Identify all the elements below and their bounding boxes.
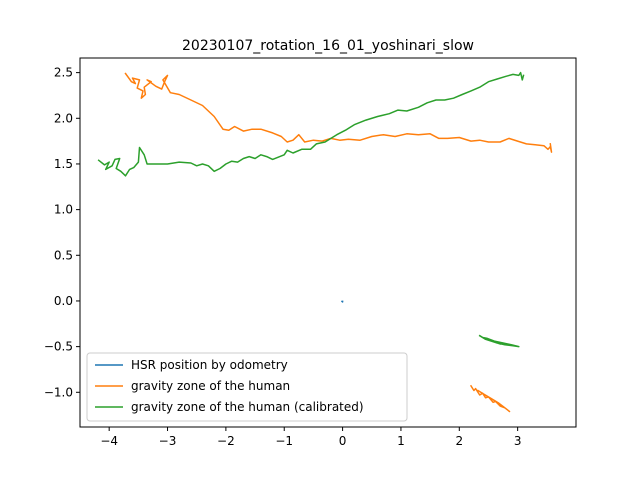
chart-title: 20230107_rotation_16_01_yoshinari_slow [182,38,474,54]
x-tick-label: 3 [514,434,522,448]
x-tick-label: −2 [217,434,235,448]
series-line-1-1 [469,384,511,413]
x-tick-label: −4 [100,434,118,448]
legend-box [86,352,408,422]
y-tick-label: 1.0 [54,203,73,217]
legend-label-2: gravity zone of the human (calibrated) [131,400,364,414]
legend-label-1: gravity zone of the human [131,379,290,393]
x-tick-label: −3 [159,434,177,448]
x-tick-label: 1 [397,434,405,448]
x-tick-label: 2 [455,434,463,448]
y-tick-label: 1.5 [54,157,73,171]
axes-frame [79,57,577,428]
y-axis: −1.0 −0.5 0.0 0.5 1.0 1.5 2.0 2.5 [44,66,80,399]
series-line-1-0 [124,72,553,153]
y-tick-label: 2.0 [54,111,73,125]
plot-area [97,71,553,413]
series-line-0-0 [340,300,344,303]
y-tick-label: 2.5 [54,66,73,80]
y-tick-label: 0.5 [54,248,73,262]
x-tick-label: −1 [275,434,293,448]
y-tick-label: 0.0 [54,294,73,308]
x-tick-label: 0 [339,434,347,448]
x-axis: −4 −3 −2 −1 0 1 2 3 [100,427,521,448]
y-tick-label: −1.0 [44,385,73,399]
legend: HSR position by odometry gravity zone of … [86,352,408,422]
series-line-2-1 [478,334,520,348]
series-line-2-0 [97,71,525,177]
legend-label-0: HSR position by odometry [131,358,288,372]
y-tick-label: −0.5 [44,340,73,354]
